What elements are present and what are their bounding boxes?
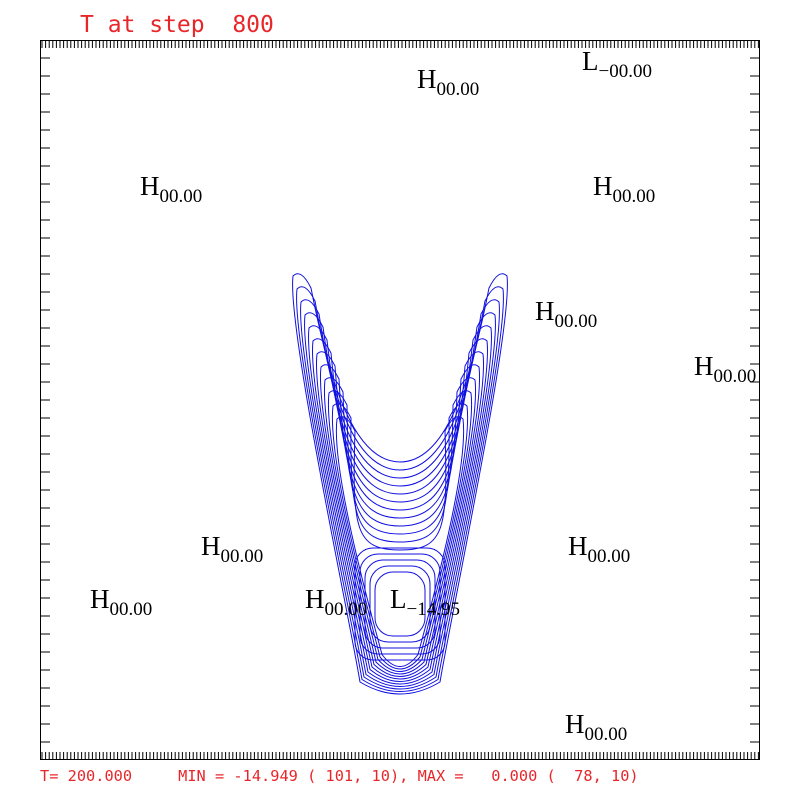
plot-title: T at step 800 <box>80 12 274 38</box>
extremum-value: −14.95 <box>407 599 460 620</box>
extremum-letter: L <box>390 584 407 614</box>
extremum-letter: L <box>582 46 599 76</box>
contour-line <box>335 416 465 667</box>
extremum-letter: H <box>535 296 555 326</box>
extremum-label: H00.00 <box>593 171 655 207</box>
contour-line <box>354 547 446 661</box>
extremum-value: −00.00 <box>599 61 652 82</box>
extremum-value: 00.00 <box>325 599 368 620</box>
contour-line <box>315 351 485 680</box>
extremum-value: 00.00 <box>714 366 757 387</box>
extremum-letter: H <box>565 709 585 739</box>
extremum-label: L−00.00 <box>582 46 652 82</box>
extremum-label: H00.00 <box>565 709 627 745</box>
extremum-label: H00.00 <box>535 296 597 332</box>
contour-line <box>369 565 431 643</box>
extremum-value: 00.00 <box>585 724 628 745</box>
frame <box>40 40 760 760</box>
contour-line <box>374 571 426 637</box>
extremum-value: 00.00 <box>437 79 480 100</box>
extremum-letter: H <box>90 584 110 614</box>
extremum-label: H00.00 <box>694 351 756 387</box>
extremum-label: H00.00 <box>201 531 263 567</box>
frame-ticks <box>40 40 760 760</box>
extremum-value: 00.00 <box>588 546 631 567</box>
extremum-label: H00.00 <box>417 64 479 100</box>
contours <box>292 273 508 695</box>
extremum-value: 00.00 <box>555 311 598 332</box>
extremum-letter: H <box>417 64 437 94</box>
extremum-letter: H <box>568 531 588 561</box>
contour-line <box>312 338 488 682</box>
extremum-value: 00.00 <box>221 546 264 567</box>
extremum-letter: H <box>593 171 613 201</box>
extremum-label: H00.00 <box>568 531 630 567</box>
plot-footer: T= 200.000 MIN = -14.949 ( 101, 10), MAX… <box>40 767 639 785</box>
extremum-label: H00.00 <box>140 171 202 207</box>
extremum-letter: H <box>694 351 714 381</box>
extremum-label: H00.00 <box>305 584 367 620</box>
extremum-letter: H <box>201 531 221 561</box>
tick-marks <box>40 40 760 760</box>
contour-line <box>359 553 441 655</box>
extremum-letter: H <box>305 584 325 614</box>
extremum-label: H00.00 <box>90 584 152 620</box>
extremum-value: 00.00 <box>110 599 153 620</box>
extremum-label: L−14.95 <box>390 584 460 620</box>
extremum-value: 00.00 <box>613 186 656 207</box>
extremum-value: 00.00 <box>160 186 203 207</box>
contour-line <box>364 559 436 649</box>
extremum-letter: H <box>140 171 160 201</box>
